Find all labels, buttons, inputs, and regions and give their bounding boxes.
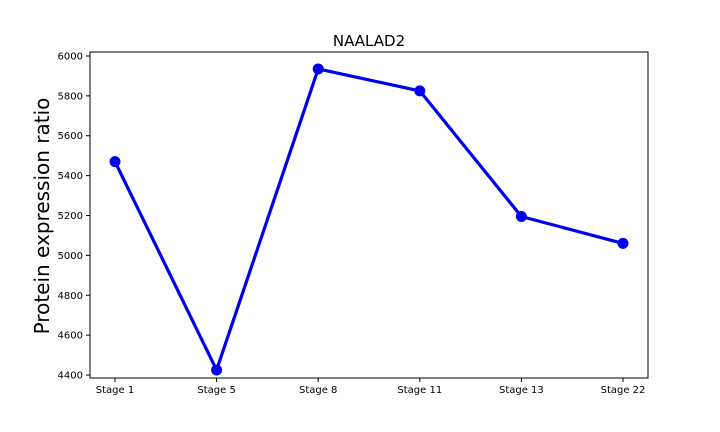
- y-tick-label: 4800: [58, 291, 83, 302]
- plot-frame: [89, 51, 649, 379]
- series-line: [113, 67, 624, 372]
- x-tick-label: Stage 1: [96, 385, 134, 396]
- x-tick-label: Stage 22: [601, 385, 646, 396]
- x-tick-label: Stage 13: [499, 385, 544, 396]
- y-tick-label: 5400: [58, 171, 83, 182]
- data-point: [211, 364, 223, 376]
- data-point: [515, 210, 527, 222]
- y-tick-label: 4600: [58, 331, 83, 342]
- data-point: [414, 85, 426, 97]
- data-point: [109, 156, 121, 168]
- x-tick-label: Stage 5: [197, 385, 235, 396]
- data-point: [617, 237, 629, 249]
- y-axis-label: Protein expression ratio: [30, 98, 54, 335]
- x-tick-label: Stage 11: [397, 385, 442, 396]
- plot-area: 4400 4600 4800 5000 5200 5400 5600 5800 6000 Stag…: [58, 51, 649, 396]
- y-tick-label: 5800: [58, 91, 83, 102]
- y-tick-label: 5000: [58, 251, 83, 262]
- y-tick-label: 5200: [58, 211, 83, 222]
- y-tick-label: 6000: [58, 51, 83, 62]
- data-point: [312, 63, 324, 75]
- chart-title: NAALAD2: [333, 32, 405, 50]
- y-tick-label: 5600: [58, 131, 83, 142]
- y-tick-label: 4400: [58, 371, 83, 382]
- x-tick-label: Stage 8: [299, 385, 337, 396]
